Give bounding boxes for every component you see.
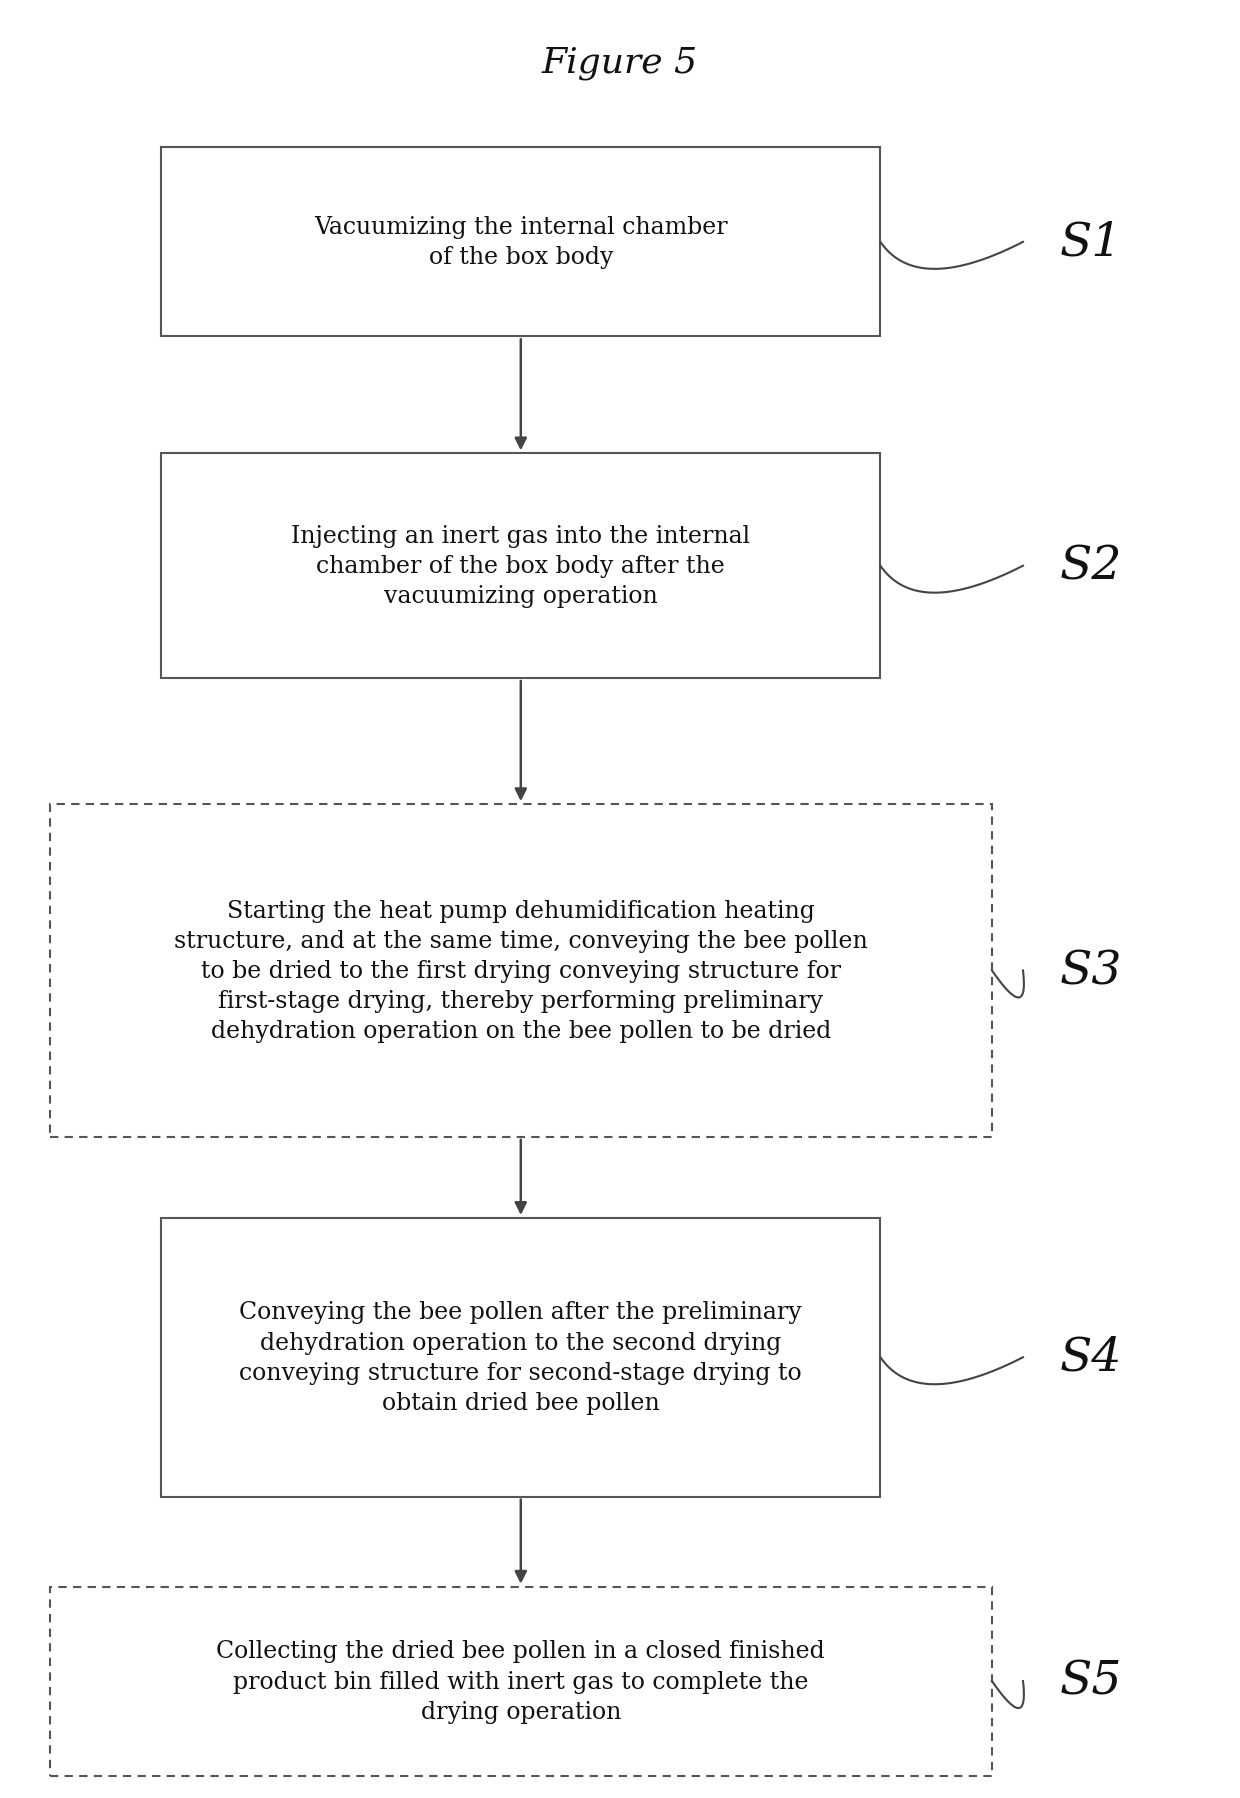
- Bar: [161, 453, 880, 678]
- Text: S5: S5: [1060, 1658, 1122, 1705]
- Text: Figure 5: Figure 5: [542, 47, 698, 79]
- Bar: [50, 806, 992, 1136]
- Bar: [161, 1219, 880, 1496]
- Text: Collecting the dried bee pollen in a closed finished
product bin filled with ine: Collecting the dried bee pollen in a clo…: [217, 1640, 825, 1722]
- Bar: [50, 1588, 992, 1776]
- Text: Injecting an inert gas into the internal
chamber of the box body after the
vacuu: Injecting an inert gas into the internal…: [291, 525, 750, 608]
- Text: S4: S4: [1060, 1334, 1122, 1381]
- Text: Conveying the bee pollen after the preliminary
dehydration operation to the seco: Conveying the bee pollen after the preli…: [239, 1300, 802, 1415]
- Text: Starting the heat pump dehumidification heating
structure, and at the same time,: Starting the heat pump dehumidification …: [174, 899, 868, 1043]
- Text: S2: S2: [1060, 543, 1122, 590]
- Bar: [161, 149, 880, 338]
- Text: S3: S3: [1060, 948, 1122, 994]
- Text: Vacuumizing the internal chamber
of the box body: Vacuumizing the internal chamber of the …: [314, 216, 728, 270]
- Text: S1: S1: [1060, 219, 1122, 266]
